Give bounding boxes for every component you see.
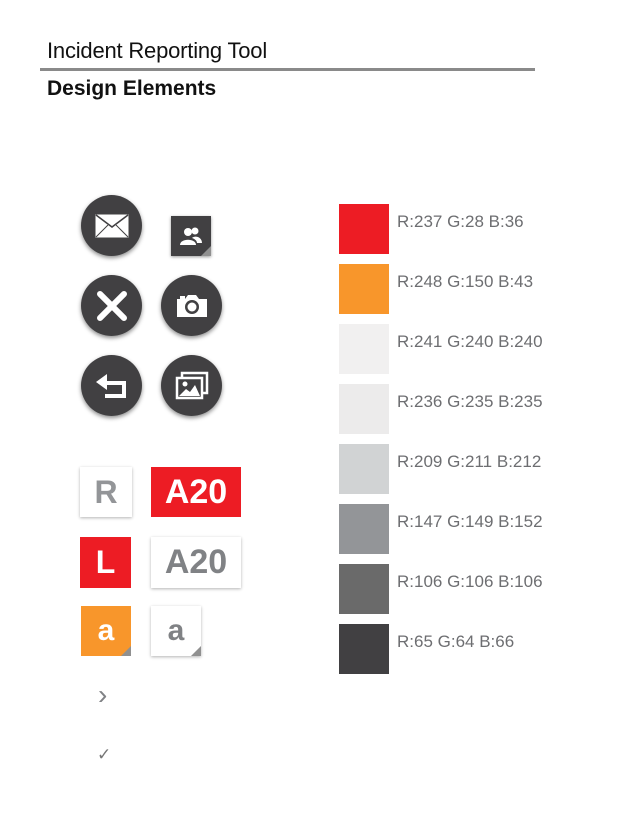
l-red-tile[interactable]: L: [80, 537, 131, 588]
camera-button[interactable]: [161, 275, 222, 336]
swatch-label: R:65 G:64 B:66: [397, 632, 515, 651]
chevron-right-icon[interactable]: ›: [98, 679, 108, 710]
swatch-off-white: [339, 324, 389, 374]
a-outline-tile[interactable]: a: [151, 606, 201, 656]
mail-button[interactable]: [81, 195, 142, 256]
mail-icon: [95, 213, 128, 237]
close-icon: [96, 290, 127, 321]
swatch-label: R:106 G:106 B:106: [397, 572, 543, 591]
r-outline-tile[interactable]: R: [80, 467, 132, 517]
swatch-medium-gray: [339, 504, 389, 554]
a-orange-tile[interactable]: a: [81, 606, 131, 656]
swatch-light-gray: [339, 384, 389, 434]
swatch-charcoal: [339, 624, 389, 674]
page-title: Incident Reporting Tool: [47, 38, 268, 63]
contacts-button[interactable]: [171, 216, 211, 256]
swatch-label: R:147 G:149 B:152: [397, 512, 543, 531]
swatch-orange: [339, 264, 389, 314]
gallery-button[interactable]: [161, 355, 222, 416]
section-heading: Design Elements: [47, 77, 217, 100]
back-button[interactable]: [81, 355, 142, 416]
swatch-dark-gray: [339, 564, 389, 614]
swatch-label: R:237 G:28 B:36: [397, 212, 524, 231]
close-button[interactable]: [81, 275, 142, 336]
contacts-icon: [180, 227, 202, 245]
a20-outline-tile[interactable]: A20: [151, 537, 241, 588]
checkmark-icon: ✓: [97, 745, 112, 764]
swatch-silver: [339, 444, 389, 494]
swatch-label: R:209 G:211 B:212: [397, 452, 542, 471]
swatch-label: R:248 G:150 B:43: [397, 272, 534, 291]
gallery-icon: [175, 371, 208, 399]
swatch-red: [339, 204, 389, 254]
swatch-label: R:241 G:240 B:240: [397, 332, 543, 351]
title-divider: [40, 68, 535, 71]
swatch-label: R:236 G:235 B:235: [397, 392, 543, 411]
camera-icon: [176, 294, 207, 317]
back-icon: [95, 373, 126, 398]
a20-red-tile[interactable]: A20: [151, 467, 241, 517]
